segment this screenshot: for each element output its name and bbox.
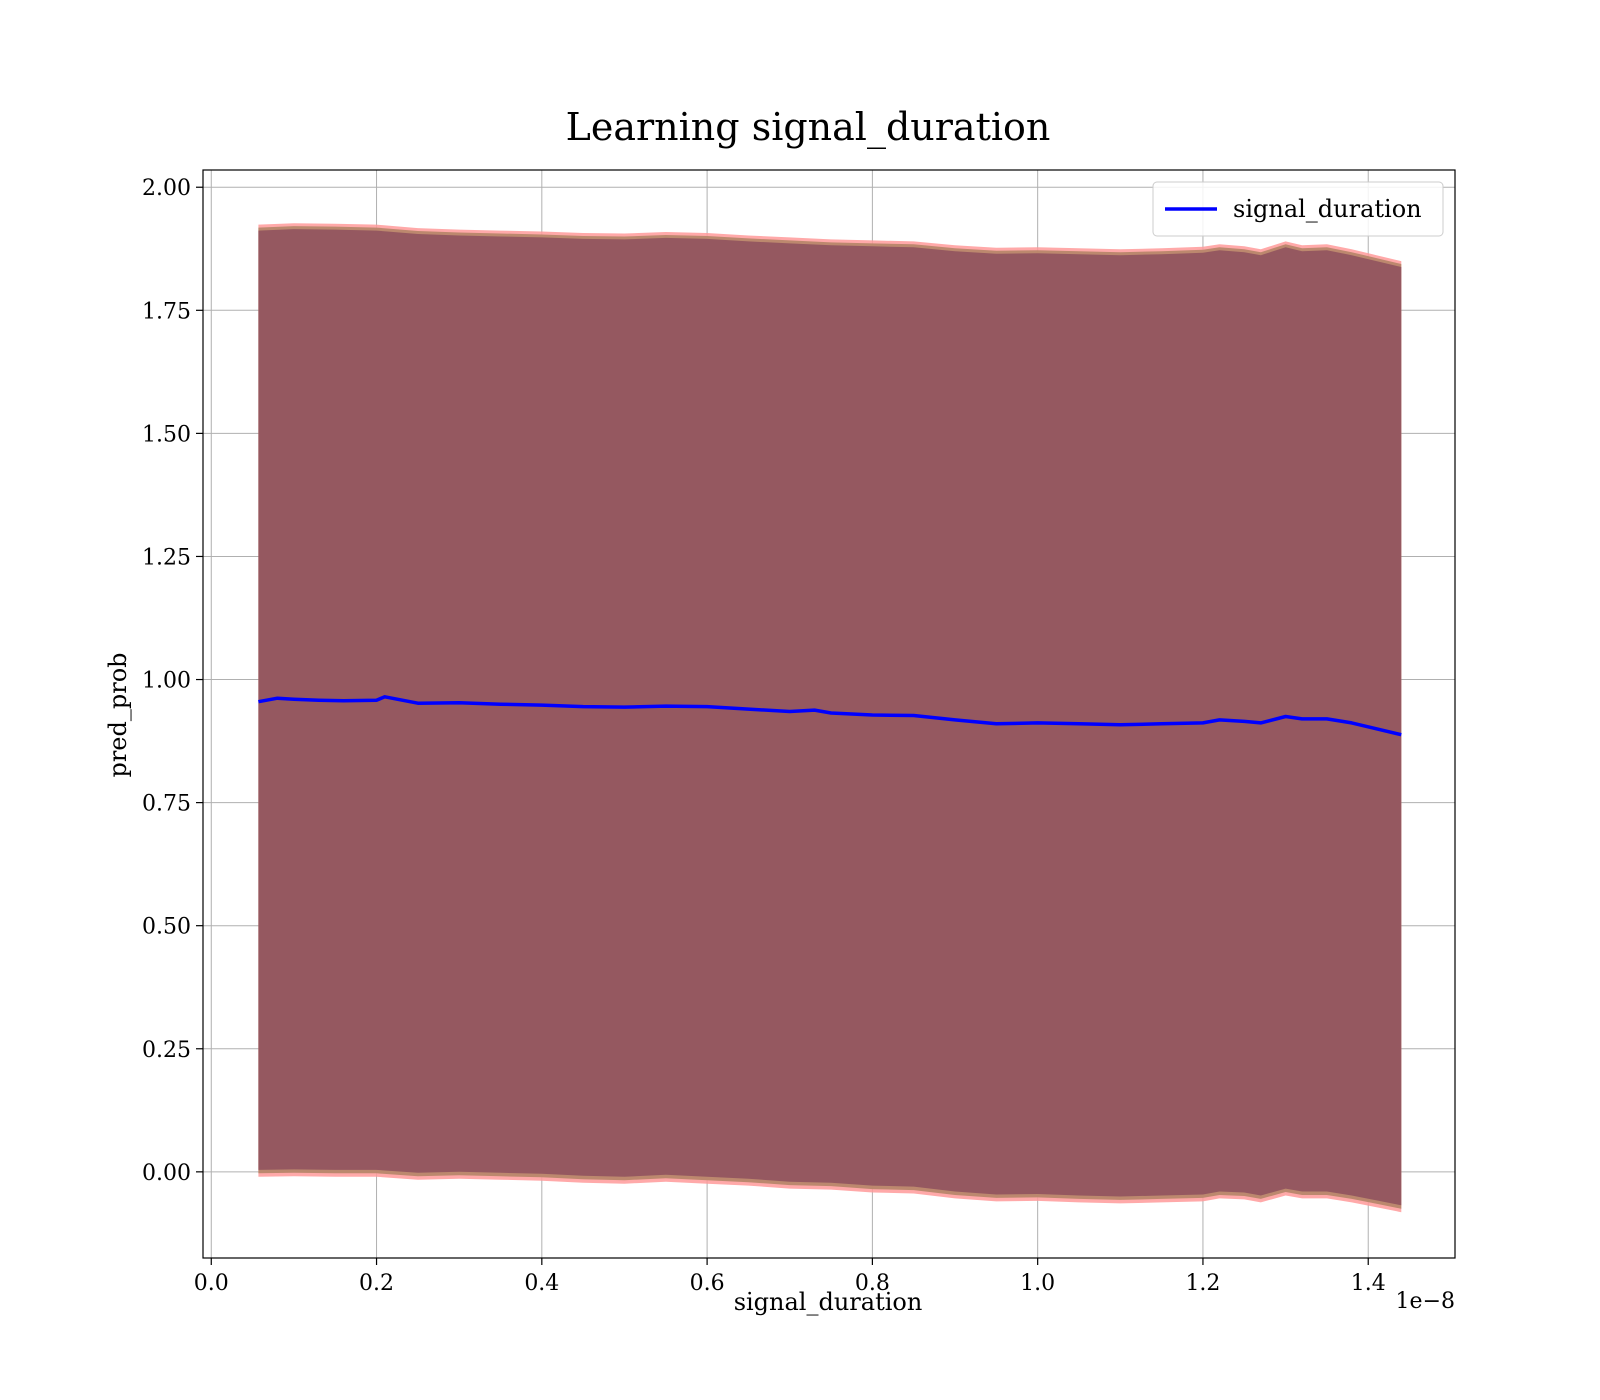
y-tick-label: 0.50	[142, 915, 191, 940]
legend: signal_duration	[1152, 181, 1444, 237]
x-tick-label: 1.4	[1351, 1271, 1386, 1296]
legend-box	[1152, 181, 1444, 237]
x-tick-label: 1.0	[1020, 1271, 1055, 1296]
x-tick-label: 0.4	[524, 1271, 559, 1296]
y-ticks: 0.00 0.25 0.50 0.75 1.00 1.25 1.50 1.75 2.00	[142, 176, 203, 1186]
band-inner	[258, 229, 1402, 1206]
band	[258, 223, 1402, 1213]
legend-label: signal_duration	[1233, 195, 1422, 223]
y-tick-label: 1.50	[142, 422, 191, 447]
x-tick-label: 0.2	[359, 1271, 394, 1296]
x-axis-label: signal_duration	[734, 1288, 923, 1316]
y-tick-label: 1.25	[142, 545, 191, 570]
y-tick-label: 1.00	[142, 669, 191, 694]
x-tick-label: 1.2	[1185, 1271, 1220, 1296]
y-tick-label: 1.75	[142, 299, 191, 324]
x-tick-label: 0.8	[855, 1271, 890, 1296]
y-tick-label: 0.00	[142, 1161, 191, 1186]
x-ticks: 0.0 0.2 0.4 0.6 0.8 1.0 1.2 1.4	[194, 1258, 1386, 1296]
chart-title: Learning signal_duration	[566, 105, 1051, 150]
x-tick-label: 0.6	[690, 1271, 725, 1296]
series-lines	[258, 695, 1402, 737]
y-tick-label: 2.00	[142, 176, 191, 201]
y-tick-label: 0.75	[142, 792, 191, 817]
x-tick-label: 0.0	[194, 1271, 229, 1296]
x-offset-label: 1e−8	[1396, 1289, 1455, 1314]
y-tick-label: 0.25	[142, 1038, 191, 1063]
y-axis-label: pred_prob	[104, 652, 132, 777]
series-line	[258, 695, 1402, 737]
plot-frame	[202, 169, 1456, 1259]
